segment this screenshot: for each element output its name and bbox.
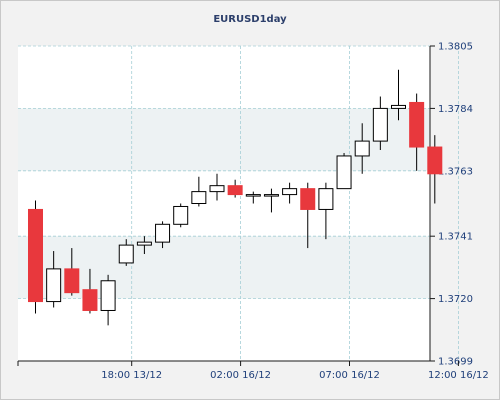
candle-body-down xyxy=(427,146,443,175)
candle-body-down xyxy=(300,188,316,210)
candle-body-up xyxy=(173,205,189,225)
plot-background xyxy=(18,46,430,361)
candle-body-up xyxy=(155,223,171,243)
chart-title: EURUSD1day xyxy=(213,14,287,25)
candle-body-up xyxy=(136,241,152,246)
candle-body-up xyxy=(191,191,207,204)
candle-body-up xyxy=(209,185,225,193)
candle-body-down xyxy=(28,208,43,303)
candle-body-up xyxy=(318,188,334,210)
candle-body-down xyxy=(64,268,80,294)
candle-body-up xyxy=(245,194,261,197)
candle-body-up xyxy=(336,155,352,190)
x-axis-tick-label: 18:00 13/12 xyxy=(101,370,162,381)
candle-body-down xyxy=(82,289,98,311)
y-axis-tick-label: 1.3741 xyxy=(438,232,473,243)
y-axis-tick-label: 1.3805 xyxy=(438,42,473,53)
x-axis-tick-label: 02:00 16/12 xyxy=(210,370,271,381)
candle-body-up xyxy=(282,188,298,196)
x-axis-tick-label: 12:00 16/12 xyxy=(428,370,489,381)
candle-body-up xyxy=(46,268,62,303)
grid-band xyxy=(18,108,430,171)
y-axis-tick-label: 1.3784 xyxy=(438,104,473,115)
y-axis-tick-label: 1.3763 xyxy=(438,166,473,177)
candle-body-up xyxy=(100,280,116,311)
candle-body-up xyxy=(263,194,279,197)
plot-area: 1.3805 1.3784 1.3763 1.3741 1.3720 1.3699 18:0… xyxy=(17,42,489,381)
candle-body-down xyxy=(227,185,243,196)
candle-body-up xyxy=(118,244,134,264)
y-axis-tick-label: 1.3720 xyxy=(438,294,473,305)
y-axis-tick-label: 1.3699 xyxy=(438,357,473,368)
candle-body-up xyxy=(354,140,370,157)
grid-band xyxy=(18,236,430,299)
candle-body-up xyxy=(391,104,406,109)
candle-body-up xyxy=(372,107,388,142)
candle-body-down xyxy=(409,101,425,148)
x-axis-tick-label: 07:00 16/12 xyxy=(319,370,380,381)
